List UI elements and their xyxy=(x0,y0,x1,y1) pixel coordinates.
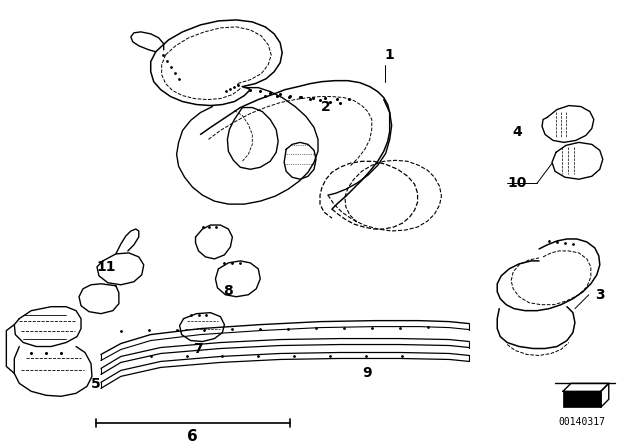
Text: 7: 7 xyxy=(193,341,202,356)
Text: 10: 10 xyxy=(508,176,527,190)
Text: 3: 3 xyxy=(595,288,604,302)
Text: 6: 6 xyxy=(187,429,198,444)
Text: 4: 4 xyxy=(512,125,522,139)
Text: 1: 1 xyxy=(385,48,395,62)
Text: 00140317: 00140317 xyxy=(558,417,605,427)
Text: 11: 11 xyxy=(96,260,116,274)
Text: 2: 2 xyxy=(321,99,331,113)
Text: 9: 9 xyxy=(362,366,372,380)
Text: 8: 8 xyxy=(223,284,233,298)
Polygon shape xyxy=(563,391,601,407)
Text: 5: 5 xyxy=(91,377,101,391)
